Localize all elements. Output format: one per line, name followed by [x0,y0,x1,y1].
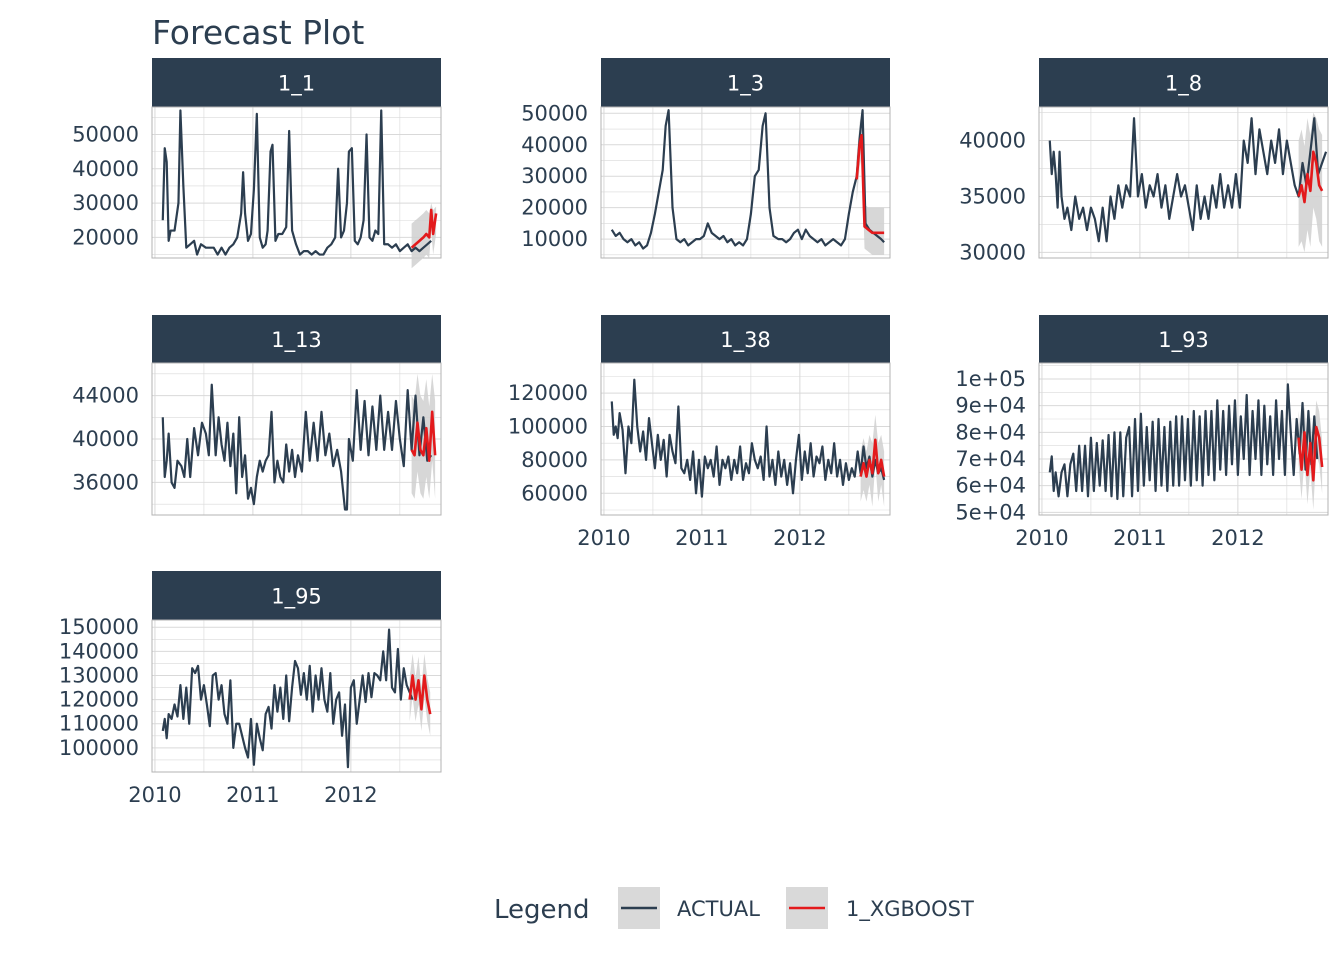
legend: Legend ACTUAL 1_XGBOOST [494,887,974,929]
y-tick-label: 6e+04 [955,474,1026,498]
x-tick-label: 2010 [1015,526,1068,550]
y-tick-label: 50000 [521,101,588,125]
panel-border [151,619,442,773]
x-tick-label: 2011 [675,526,728,550]
facet-strip [152,571,441,620]
panel-border [600,362,891,516]
y-tick-label: 40000 [959,129,1026,153]
y-tick-label: 100000 [59,736,139,760]
y-tick-label: 7e+04 [955,447,1026,471]
series-xgboost [1297,150,1324,204]
prediction-interval [411,373,436,499]
legend-label-actual: ACTUAL [677,897,760,921]
series-actual [161,628,414,769]
x-tick-label: 2010 [128,783,181,807]
facet-strip [1039,315,1328,363]
y-tick-label: 110000 [59,712,139,736]
series-xgboost [855,134,885,235]
series-actual [610,109,885,250]
facet-grid: 1_1 20000 30000 40000 50000 1_3 10000 20000 3000… [59,58,1329,807]
y-tick-label: 8e+04 [955,420,1026,444]
facet-1_1: 1_1 20000 30000 40000 50000 [72,58,442,269]
facet-1_95: 1_95 100000110000120000130000140000150000… [59,571,442,807]
facet-strip-label: 1_3 [727,72,764,97]
panel-border [600,106,891,259]
series-xgboost [410,410,437,463]
facet-strip-label: 1_93 [1158,328,1209,353]
facet-strip-label: 1_38 [720,328,771,353]
facet-strip [1039,58,1328,107]
y-tick-label: 120000 [59,688,139,712]
y-tick-label: 36000 [72,470,139,494]
legend-label-xgboost: 1_XGBOOST [846,897,974,922]
facet-strip-label: 1_13 [271,328,322,353]
y-tick-label: 20000 [72,225,139,249]
series-actual [1048,117,1328,243]
facet-1_13: 1_13 36000 40000 44000 [72,315,442,516]
x-tick-label: 2010 [577,526,630,550]
y-tick-label: 35000 [959,184,1026,208]
facet-1_3: 1_3 10000 20000 30000 40000 50000 [521,58,891,259]
facet-strip [601,58,890,107]
y-tick-label: 130000 [59,663,139,687]
series-actual [161,109,432,256]
y-tick-label: 120000 [508,381,588,405]
y-tick-label: 60000 [521,481,588,505]
y-tick-label: 20000 [521,196,588,220]
panel-border [151,106,442,259]
series-xgboost [408,674,432,715]
panel-border [1038,362,1329,516]
x-tick-label: 2011 [1113,526,1166,550]
facet-strip-label: 1_1 [278,72,315,97]
y-tick-label: 40000 [72,427,139,451]
series-actual [1048,383,1319,501]
series-xgboost [410,208,438,249]
y-tick-label: 80000 [521,448,588,472]
panel-border [1038,106,1329,259]
y-tick-label: 9e+04 [955,394,1026,418]
y-tick-label: 30000 [959,240,1026,264]
facet-strip [601,315,890,363]
facet-strip [152,315,441,363]
facet-strip [152,58,441,107]
series-actual [161,383,433,511]
y-tick-label: 50000 [72,122,139,146]
y-tick-label: 40000 [72,157,139,181]
x-tick-label: 2011 [226,783,279,807]
series-xgboost [859,438,886,478]
chart-title: Forecast Plot [152,13,364,52]
y-tick-label: 30000 [521,164,588,188]
y-tick-label: 1e+05 [955,367,1026,391]
facet-strip-label: 1_95 [271,585,322,610]
prediction-interval [856,113,885,255]
legend-title: Legend [494,895,590,925]
y-tick-label: 44000 [72,384,139,408]
y-tick-label: 10000 [521,227,588,251]
series-xgboost [1297,425,1324,482]
facet-1_38: 1_38 60000 80000 100000 120000 2010 2011 2012 [508,315,891,550]
facet-strip-label: 1_8 [1165,72,1202,97]
series-actual [610,378,886,498]
y-tick-label: 40000 [521,133,588,157]
facet-1_8: 1_8 30000 35000 40000 [959,58,1329,264]
y-tick-label: 100000 [508,414,588,438]
x-tick-label: 2012 [324,783,377,807]
x-tick-label: 2012 [1211,526,1264,550]
y-tick-label: 140000 [59,639,139,663]
y-tick-label: 150000 [59,615,139,639]
y-tick-label: 30000 [72,191,139,215]
y-tick-label: 5e+04 [955,500,1026,524]
x-tick-label: 2012 [773,526,826,550]
panel-border [151,362,442,516]
